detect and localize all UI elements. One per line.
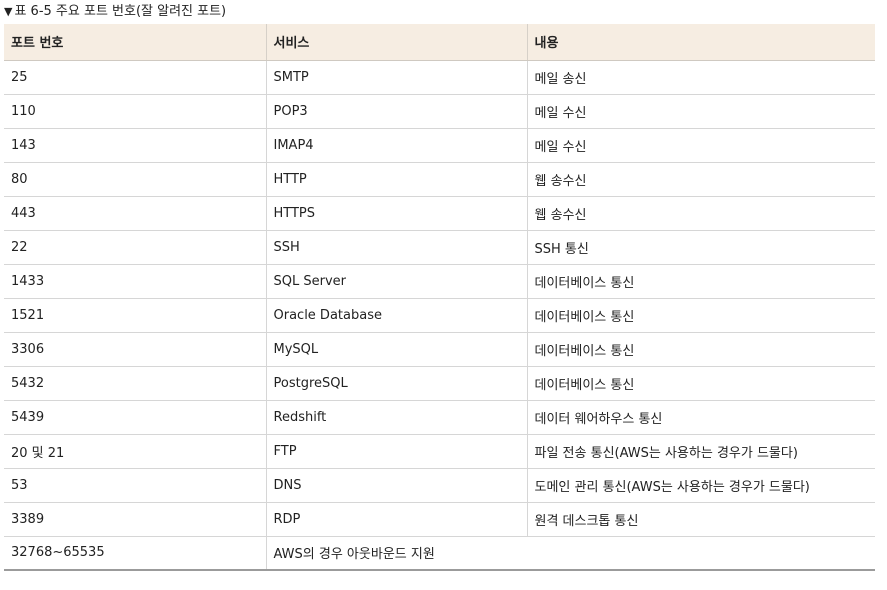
description-cell: 데이터베이스 통신 xyxy=(526,298,875,333)
description-cell: 메일 수신 xyxy=(526,128,875,163)
description-cell: 도메인 관리 통신(AWS는 사용하는 경우가 드물다) xyxy=(526,468,875,503)
table-row: 32768~65535 AWS의 경우 아웃바운드 지원 xyxy=(4,536,875,571)
service-cell: SSH xyxy=(265,230,527,265)
port-cell: 143 xyxy=(4,128,266,163)
service-cell: FTP xyxy=(265,434,527,469)
table-row: 20 및 21 FTP 파일 전송 통신(AWS는 사용하는 경우가 드물다) xyxy=(4,434,875,469)
description-cell: 데이터 웨어하우스 통신 xyxy=(526,400,875,435)
column-header-port: 포트 번호 xyxy=(4,24,266,61)
column-header-description: 내용 xyxy=(526,24,875,61)
port-cell: 80 xyxy=(4,162,266,197)
description-cell: 웹 송수신 xyxy=(526,196,875,231)
description-cell: 원격 데스크톱 통신 xyxy=(526,502,875,537)
port-cell: 53 xyxy=(4,468,266,503)
table-caption: ▼ 표 6-5 주요 포트 번호(잘 알려진 포트) xyxy=(4,2,226,22)
table-row: 110 POP3 메일 수신 xyxy=(4,94,875,129)
table-row: 25 SMTP 메일 송신 xyxy=(4,60,875,95)
port-cell: 3389 xyxy=(4,502,266,537)
port-cell: 1521 xyxy=(4,298,266,333)
description-cell: 웹 송수신 xyxy=(526,162,875,197)
port-cell: 20 및 21 xyxy=(4,434,266,469)
table-row: 22 SSH SSH 통신 xyxy=(4,230,875,265)
column-header-service: 서비스 xyxy=(265,24,527,61)
service-cell: AWS의 경우 아웃바운드 지원 xyxy=(265,536,875,571)
description-cell: 데이터베이스 통신 xyxy=(526,264,875,299)
description-cell: 메일 수신 xyxy=(526,94,875,129)
port-cell: 5432 xyxy=(4,366,266,401)
service-cell: SMTP xyxy=(265,60,527,95)
port-cell: 3306 xyxy=(4,332,266,367)
description-cell: 파일 전송 통신(AWS는 사용하는 경우가 드물다) xyxy=(526,434,875,469)
table-row: 143 IMAP4 메일 수신 xyxy=(4,128,875,163)
service-cell: HTTPS xyxy=(265,196,527,231)
description-cell: 메일 송신 xyxy=(526,60,875,95)
port-cell: 25 xyxy=(4,60,266,95)
service-cell: DNS xyxy=(265,468,527,503)
service-cell: Oracle Database xyxy=(265,298,527,333)
description-cell: 데이터베이스 통신 xyxy=(526,366,875,401)
service-cell: RDP xyxy=(265,502,527,537)
table-caption-text: 표 6-5 주요 포트 번호(잘 알려진 포트) xyxy=(14,4,227,19)
service-cell: MySQL xyxy=(265,332,527,367)
description-cell: 데이터베이스 통신 xyxy=(526,332,875,367)
table-row: 443 HTTPS 웹 송수신 xyxy=(4,196,875,231)
port-cell: 1433 xyxy=(4,264,266,299)
service-cell: HTTP xyxy=(265,162,527,197)
service-cell: IMAP4 xyxy=(265,128,527,163)
port-cell: 32768~65535 xyxy=(4,536,266,571)
table-row: 80 HTTP 웹 송수신 xyxy=(4,162,875,197)
port-cell: 22 xyxy=(4,230,266,265)
table-header-row: 포트 번호 서비스 내용 xyxy=(4,24,875,61)
table-row: 5432 PostgreSQL 데이터베이스 통신 xyxy=(4,366,875,401)
port-table: 포트 번호 서비스 내용 25 SMTP 메일 송신 110 POP3 메일 수… xyxy=(4,24,875,571)
port-cell: 443 xyxy=(4,196,266,231)
service-cell: SQL Server xyxy=(265,264,527,299)
service-cell: POP3 xyxy=(265,94,527,129)
description-cell: SSH 통신 xyxy=(526,230,875,265)
table-row: 3306 MySQL 데이터베이스 통신 xyxy=(4,332,875,367)
port-cell: 110 xyxy=(4,94,266,129)
triangle-down-icon: ▼ xyxy=(4,5,13,18)
service-cell: Redshift xyxy=(265,400,527,435)
table-row: 5439 Redshift 데이터 웨어하우스 통신 xyxy=(4,400,875,435)
table-row: 53 DNS 도메인 관리 통신(AWS는 사용하는 경우가 드물다) xyxy=(4,468,875,503)
table-row: 1521 Oracle Database 데이터베이스 통신 xyxy=(4,298,875,333)
table-row: 1433 SQL Server 데이터베이스 통신 xyxy=(4,264,875,299)
port-cell: 5439 xyxy=(4,400,266,435)
table-row: 3389 RDP 원격 데스크톱 통신 xyxy=(4,502,875,537)
service-cell: PostgreSQL xyxy=(265,366,527,401)
